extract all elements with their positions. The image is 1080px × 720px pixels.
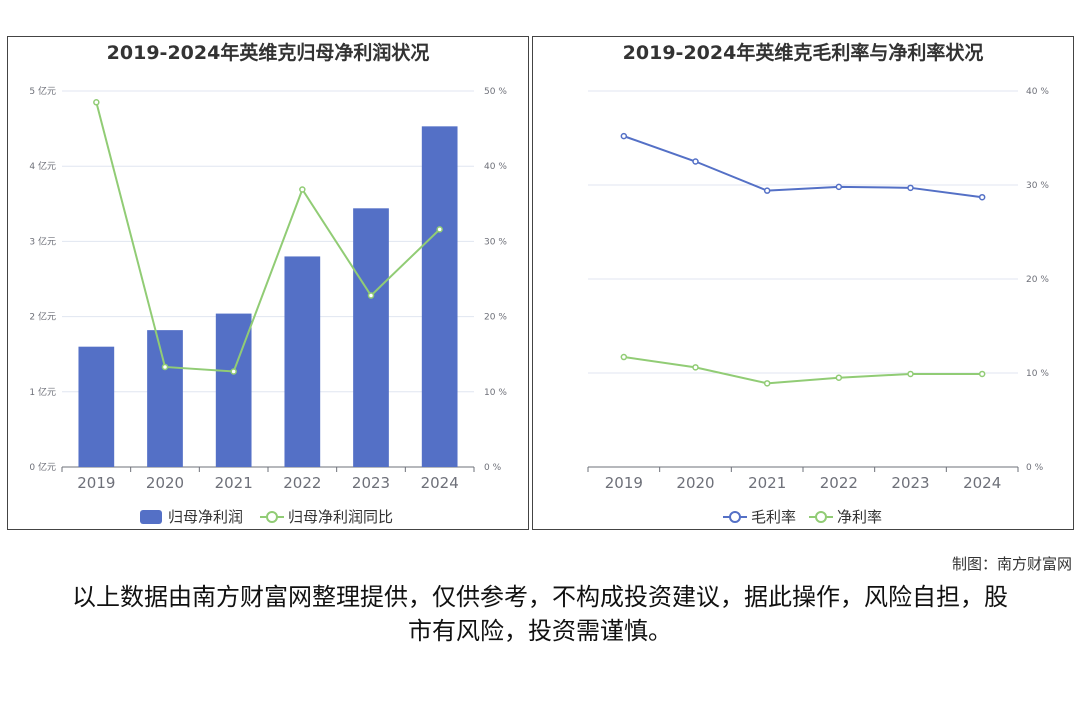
bar-net-profit-2022 (284, 256, 321, 467)
yoy-point-2023 (367, 292, 375, 299)
right-axis-tick-label: 10 % (1026, 369, 1049, 379)
x-tick-label: 2023 (352, 474, 390, 492)
net-margin-point-2021 (763, 380, 771, 387)
gross-margin-point-2024 (978, 193, 986, 201)
x-tick-label: 2021 (215, 474, 253, 492)
right-axis-tick-label: 50 % (484, 87, 507, 97)
net-profit-chart: 2019-2024年英维克归母净利润状况 0 亿元 1 亿元 2 亿元 3 亿元 4 亿元… (29, 41, 507, 526)
gross-margin-point-2023 (907, 184, 914, 192)
x-tick-label: 2024 (421, 474, 459, 492)
net-margin-point-2020 (692, 364, 699, 371)
net-profit-chart-panel: 2019-2024年英维克归母净利润状况 0 亿元 1 亿元 2 亿元 3 亿元 4 亿元… (7, 36, 529, 530)
bar-net-profit-2020 (147, 330, 183, 467)
yoy-growth-line (95, 102, 441, 373)
bar-net-profit-2019 (78, 346, 115, 467)
x-tick-label: 2024 (963, 474, 1001, 492)
net-margin-line (623, 356, 983, 385)
x-tick-label: 2022 (283, 474, 321, 492)
yoy-point-2019 (93, 99, 100, 106)
left-axis-tick-label: 1 亿元 (29, 386, 56, 398)
net-margin-point-2019 (620, 353, 628, 361)
yoy-point-2024 (436, 226, 443, 233)
legend-swatch-bar (140, 510, 162, 524)
bar-net-profit-2023 (353, 208, 389, 467)
disclaimer-text: 以上数据由南方财富网整理提供，仅供参考，不构成投资建议，据此操作，风险自担，股市… (72, 583, 1008, 645)
left-axis-tick-label: 2 亿元 (29, 311, 56, 323)
x-tick-label: 2019 (605, 474, 643, 492)
legend-swatch-marker (729, 511, 741, 523)
legend-swatch-marker (266, 511, 278, 523)
x-tick-label: 2020 (146, 474, 184, 492)
legend-label: 净利率 (837, 508, 882, 526)
left-axis-tick-label: 0 亿元 (29, 461, 56, 473)
margin-chart: 2019-2024年英维克毛利率与净利率状况 0 % 10 % 20 % 30 % 40 … (587, 41, 1049, 526)
left-axis-tick-label: 5 亿元 (29, 85, 56, 97)
chart-title: 2019-2024年英维克毛利率与净利率状况 (623, 41, 984, 64)
right-axis-tick-label: 30 % (484, 237, 507, 247)
bar-net-profit-2024 (421, 126, 458, 468)
right-axis-tick-label: 30 % (1026, 181, 1049, 191)
right-axis-tick-label: 0 % (1026, 463, 1044, 473)
net-margin-point-2023 (907, 370, 914, 378)
x-tick-label: 2023 (891, 474, 929, 492)
legend-label: 归母净利润同比 (288, 508, 393, 526)
net-margin-point-2024 (978, 370, 986, 378)
left-axis-tick-label: 4 亿元 (29, 160, 56, 172)
yoy-point-2020 (161, 363, 169, 371)
legend-label: 毛利率 (751, 508, 796, 526)
chart-credit: 制图：南方财富网 (951, 555, 1072, 573)
left-axis-tick-label: 3 亿元 (29, 235, 56, 247)
right-axis-tick-label: 40 % (484, 162, 507, 172)
margin-chart-panel: 2019-2024年英维克毛利率与净利率状况 0 % 10 % 20 % 30 % 40 … (532, 36, 1074, 530)
yoy-point-2021 (230, 368, 237, 375)
right-axis-tick-label: 10 % (484, 388, 507, 398)
gross-margin-point-2021 (763, 187, 771, 194)
legend-label: 归母净利润 (168, 508, 243, 526)
x-tick-label: 2021 (748, 474, 786, 492)
gross-margin-point-2022 (835, 183, 843, 191)
yoy-point-2022 (299, 186, 306, 193)
x-tick-label: 2020 (676, 474, 714, 492)
legend-swatch-marker (815, 511, 827, 523)
x-tick-label: 2022 (820, 474, 858, 492)
gross-margin-point-2020 (692, 158, 699, 165)
right-axis-tick-label: 20 % (1026, 275, 1049, 285)
chart-title: 2019-2024年英维克归母净利润状况 (107, 41, 430, 64)
right-axis-tick-label: 40 % (1026, 87, 1049, 97)
gross-margin-point-2019 (620, 132, 628, 140)
right-axis-tick-label: 0 % (484, 463, 502, 473)
gross-margin-line (623, 135, 983, 199)
x-tick-label: 2019 (77, 474, 115, 492)
net-margin-point-2022 (835, 374, 843, 381)
right-axis-tick-label: 20 % (484, 313, 507, 323)
